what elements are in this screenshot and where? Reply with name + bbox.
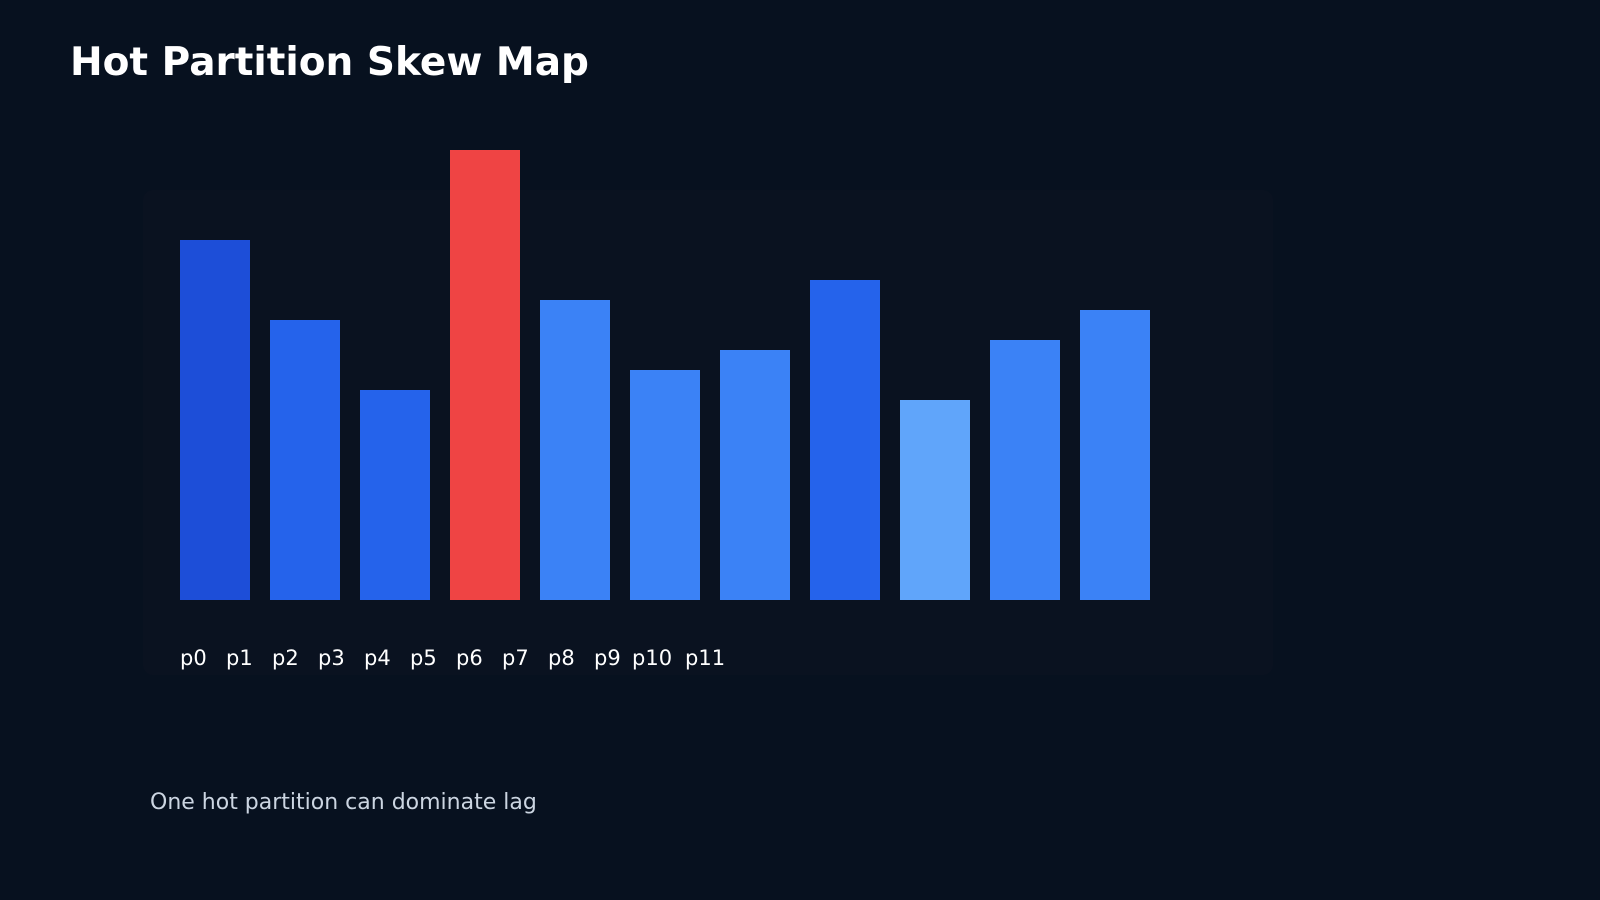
bar-p7 <box>810 280 880 600</box>
bar-p0 <box>180 240 250 600</box>
x-tick-label-p9: p9 <box>594 646 621 670</box>
bar-p3 <box>450 150 520 600</box>
bar-p8 <box>900 400 970 600</box>
chart-caption: One hot partition can dominate lag <box>150 790 537 815</box>
x-tick-label-p11: p11 <box>685 646 726 670</box>
x-tick-label-p10: p10 <box>632 646 673 670</box>
bar-p10 <box>1080 310 1150 600</box>
x-tick-label-p2: p2 <box>272 646 299 670</box>
x-tick-label-p3: p3 <box>318 646 345 670</box>
x-tick-label-p0: p0 <box>180 646 207 670</box>
x-tick-label-p6: p6 <box>456 646 483 670</box>
x-tick-label-p1: p1 <box>226 646 253 670</box>
x-tick-label-p8: p8 <box>548 646 575 670</box>
bar-p5 <box>630 370 700 600</box>
bar-p9 <box>990 340 1060 600</box>
bar-p4 <box>540 300 610 600</box>
bar-p6 <box>720 350 790 600</box>
bar-p1 <box>270 320 340 600</box>
bar-p2 <box>360 390 430 600</box>
x-tick-label-p5: p5 <box>410 646 437 670</box>
x-tick-label-p7: p7 <box>502 646 529 670</box>
x-tick-label-p4: p4 <box>364 646 391 670</box>
chart-title: Hot Partition Skew Map <box>70 40 589 85</box>
